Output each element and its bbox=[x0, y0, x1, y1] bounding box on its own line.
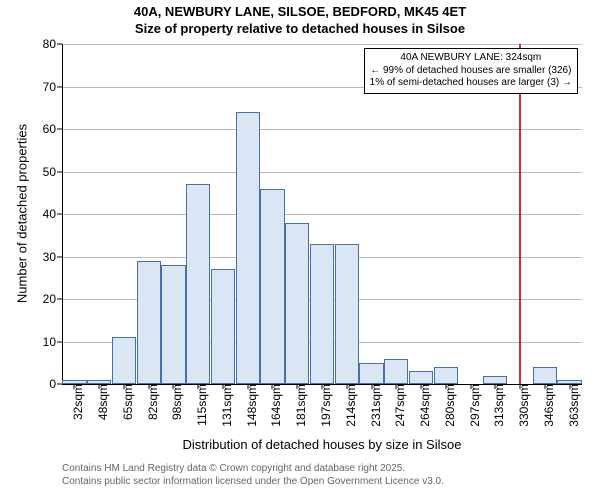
histogram-bar bbox=[434, 367, 458, 384]
footer-line-2: Contains public sector information licen… bbox=[62, 475, 444, 488]
xtick-label: 98sqm bbox=[162, 384, 184, 420]
ytick-label: 80 bbox=[43, 37, 62, 51]
histogram-bar bbox=[483, 376, 507, 385]
xtick-label: 148sqm bbox=[237, 384, 259, 427]
ytick-label: 60 bbox=[43, 122, 62, 136]
histogram-bar bbox=[533, 367, 557, 384]
xtick-label: 214sqm bbox=[336, 384, 358, 427]
ytick-label: 0 bbox=[49, 377, 62, 391]
property-marker-line bbox=[519, 44, 521, 384]
xtick-label: 131sqm bbox=[212, 384, 234, 427]
histogram-bar bbox=[335, 244, 359, 384]
gridline bbox=[62, 129, 582, 130]
xtick-label: 297sqm bbox=[460, 384, 482, 427]
xtick-label: 197sqm bbox=[311, 384, 333, 427]
x-axis-label: Distribution of detached houses by size … bbox=[62, 437, 582, 452]
histogram-bar bbox=[409, 371, 433, 384]
xtick-label: 264sqm bbox=[410, 384, 432, 427]
xtick-label: 363sqm bbox=[559, 384, 581, 427]
xtick-label: 247sqm bbox=[385, 384, 407, 427]
xtick-label: 115sqm bbox=[187, 384, 209, 426]
annotation-box: 40A NEWBURY LANE: 324sqm← 99% of detache… bbox=[364, 48, 578, 94]
ytick-label: 40 bbox=[43, 207, 62, 221]
ytick-label: 20 bbox=[43, 292, 62, 306]
annotation-line: 40A NEWBURY LANE: 324sqm bbox=[370, 52, 572, 65]
histogram-bar bbox=[359, 363, 383, 384]
histogram-bar bbox=[137, 261, 161, 384]
xtick-label: 280sqm bbox=[435, 384, 457, 427]
xtick-label: 65sqm bbox=[113, 384, 135, 420]
xtick-label: 164sqm bbox=[261, 384, 283, 427]
chart-title-line-1: 40A, NEWBURY LANE, SILSOE, BEDFORD, MK45… bbox=[0, 4, 600, 19]
y-axis-label: Number of detached properties bbox=[15, 114, 30, 314]
xtick-label: 346sqm bbox=[534, 384, 556, 427]
ytick-label: 30 bbox=[43, 250, 62, 264]
xtick-label: 231sqm bbox=[361, 384, 383, 427]
footer-line-1: Contains HM Land Registry data © Crown c… bbox=[62, 462, 444, 475]
chart-container: 40A, NEWBURY LANE, SILSOE, BEDFORD, MK45… bbox=[0, 0, 600, 500]
y-axis-line bbox=[62, 44, 63, 384]
histogram-bar bbox=[236, 112, 260, 384]
histogram-bar bbox=[211, 269, 235, 384]
plot-area: 0102030405060708032sqm48sqm65sqm82sqm98s… bbox=[62, 44, 582, 384]
ytick-label: 70 bbox=[43, 80, 62, 94]
histogram-bar bbox=[384, 359, 408, 385]
chart-title-line-2: Size of property relative to detached ho… bbox=[0, 21, 600, 36]
histogram-bar bbox=[161, 265, 185, 384]
footer-attribution: Contains HM Land Registry data © Crown c… bbox=[62, 462, 444, 488]
annotation-line: ← 99% of detached houses are smaller (32… bbox=[370, 65, 572, 78]
histogram-bar bbox=[285, 223, 309, 385]
ytick-label: 10 bbox=[43, 335, 62, 349]
ytick-label: 50 bbox=[43, 165, 62, 179]
xtick-label: 181sqm bbox=[286, 384, 308, 427]
annotation-line: 1% of semi-detached houses are larger (3… bbox=[370, 77, 572, 90]
histogram-bar bbox=[260, 189, 284, 385]
histogram-bar bbox=[310, 244, 334, 384]
xtick-label: 48sqm bbox=[88, 384, 110, 420]
xtick-label: 330sqm bbox=[509, 384, 531, 427]
xtick-label: 32sqm bbox=[63, 384, 85, 420]
xtick-label: 313sqm bbox=[484, 384, 506, 427]
gridline bbox=[62, 44, 582, 45]
histogram-bar bbox=[112, 337, 136, 384]
gridline bbox=[62, 214, 582, 215]
histogram-bar bbox=[186, 184, 210, 384]
gridline bbox=[62, 172, 582, 173]
xtick-label: 82sqm bbox=[138, 384, 160, 420]
